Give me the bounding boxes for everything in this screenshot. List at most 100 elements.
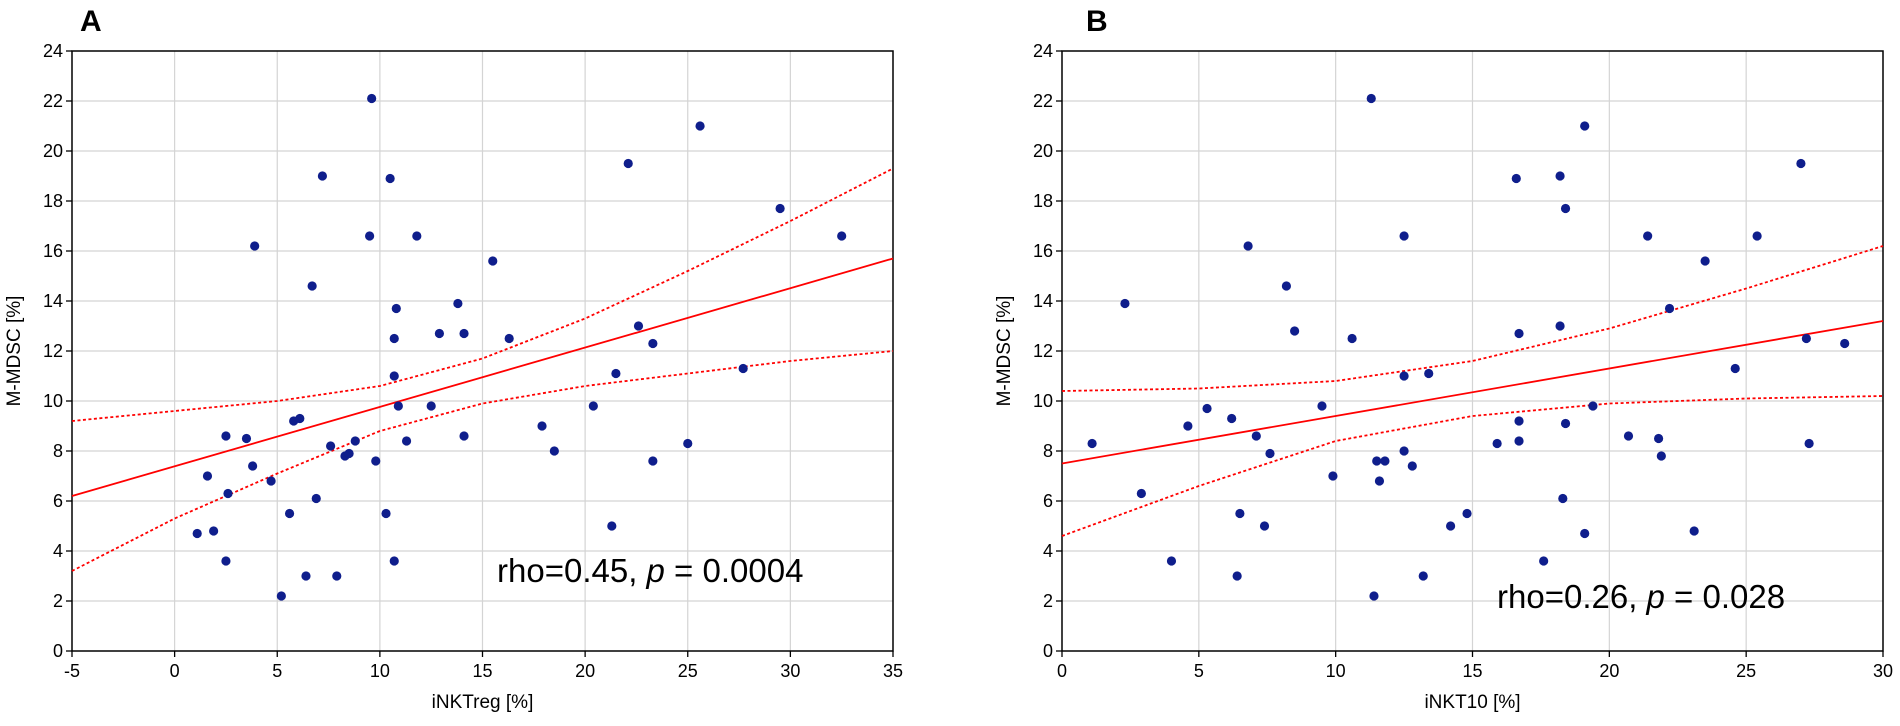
y-axis-label: M-MDSC [%] — [4, 296, 25, 407]
annotation-p-symbol: p — [646, 552, 665, 589]
panel-letter: A — [80, 5, 102, 38]
y-tick-label: 2 — [1043, 591, 1053, 611]
y-tick-label: 4 — [1043, 541, 1053, 561]
data-point — [1407, 461, 1417, 471]
data-point — [221, 556, 231, 566]
data-point — [412, 231, 422, 241]
data-point — [1560, 203, 1571, 214]
y-tick-label: 14 — [1033, 291, 1053, 311]
data-point — [453, 298, 463, 309]
data-point — [623, 158, 633, 169]
data-point — [459, 431, 469, 441]
data-point — [332, 571, 342, 581]
data-point — [393, 401, 403, 411]
data-point — [1366, 93, 1376, 104]
y-tick-label: 24 — [1033, 41, 1053, 61]
data-point — [248, 461, 258, 471]
panel-a: A-5 0 5 10 15 20 25 30 35024681012141618202224iN… — [4, 5, 903, 713]
data-point — [1418, 571, 1428, 581]
data-point — [1560, 418, 1571, 429]
x-tick-label: 10 — [1326, 661, 1346, 681]
y-tick-label: 8 — [53, 441, 63, 461]
x-tick-label: 10 — [370, 661, 390, 681]
ci-lower-line — [71, 350, 894, 572]
data-point — [1514, 328, 1524, 339]
data-point — [504, 333, 514, 344]
data-point — [607, 521, 617, 531]
x-tick-label: 25 — [1736, 661, 1756, 681]
data-point — [1317, 401, 1327, 411]
data-point — [1730, 363, 1740, 374]
data-point — [192, 528, 202, 539]
data-point — [389, 371, 399, 381]
y-tick-label: 22 — [43, 91, 63, 111]
data-point — [488, 256, 498, 266]
x-tick-label: 0 — [1057, 661, 1067, 681]
data-point — [1136, 488, 1146, 499]
correlation-annotation: rho=0.26, p = 0.028 — [1497, 578, 1785, 615]
x-tick-label: 5 — [1194, 661, 1204, 681]
x-tick-label: 15 — [1462, 661, 1482, 681]
data-point — [1369, 591, 1379, 601]
x-tick-label: 35 — [883, 661, 903, 681]
data-point — [1372, 456, 1382, 466]
data-point — [1580, 121, 1590, 131]
data-point — [549, 446, 559, 456]
y-tick-label: 0 — [53, 641, 63, 661]
data-point — [1492, 438, 1502, 449]
y-tick-label: 22 — [1033, 91, 1053, 111]
data-point — [202, 471, 213, 481]
ci-upper-line — [1061, 245, 1884, 392]
data-point — [209, 526, 219, 536]
data-point — [266, 476, 276, 486]
x-axis-label: iNKT10 [%] — [1424, 692, 1520, 713]
data-point — [1752, 231, 1762, 241]
data-point — [1653, 433, 1664, 444]
x-tick-label: 30 — [1873, 661, 1893, 681]
data-point — [1446, 521, 1456, 531]
data-point — [221, 431, 231, 441]
data-point — [1259, 521, 1270, 531]
data-point — [295, 413, 305, 424]
x-tick-label: -5 — [64, 661, 80, 681]
ci-upper-line — [71, 167, 894, 422]
data-point — [1539, 556, 1549, 566]
data-point — [775, 203, 785, 214]
data-point — [648, 338, 658, 349]
data-point — [276, 591, 286, 601]
y-tick-label: 6 — [1043, 491, 1053, 511]
data-point — [1166, 556, 1177, 566]
data-point — [459, 328, 469, 339]
annotation-p-value: = 0.0004 — [665, 552, 804, 589]
data-point — [1558, 493, 1568, 504]
x-tick-label: 30 — [780, 661, 800, 681]
data-point — [426, 401, 436, 411]
data-point — [738, 363, 748, 374]
data-point — [1399, 231, 1409, 241]
data-point — [385, 173, 395, 184]
data-point — [311, 493, 321, 504]
data-point — [1840, 338, 1850, 349]
data-point — [1462, 508, 1472, 519]
data-point — [1796, 158, 1806, 169]
data-point — [1235, 508, 1245, 519]
data-point — [1347, 333, 1357, 344]
data-point — [434, 328, 444, 339]
data-point — [1227, 413, 1237, 424]
data-point — [367, 93, 377, 104]
data-point — [301, 571, 311, 581]
y-tick-label: 12 — [43, 341, 63, 361]
data-point — [401, 436, 412, 446]
y-axis-label: M-MDSC [%] — [994, 296, 1015, 407]
panel-letter: B — [1086, 5, 1108, 38]
data-point — [1087, 438, 1097, 449]
x-tick-label: 5 — [272, 661, 282, 681]
data-point — [1281, 281, 1292, 291]
data-point — [350, 436, 360, 446]
y-tick-label: 12 — [1033, 341, 1053, 361]
x-tick-label: 25 — [678, 661, 698, 681]
annotation-prefix: rho=0.45, — [497, 552, 647, 589]
x-tick-label: 20 — [575, 661, 595, 681]
data-point — [588, 401, 598, 411]
data-point — [1588, 401, 1598, 411]
